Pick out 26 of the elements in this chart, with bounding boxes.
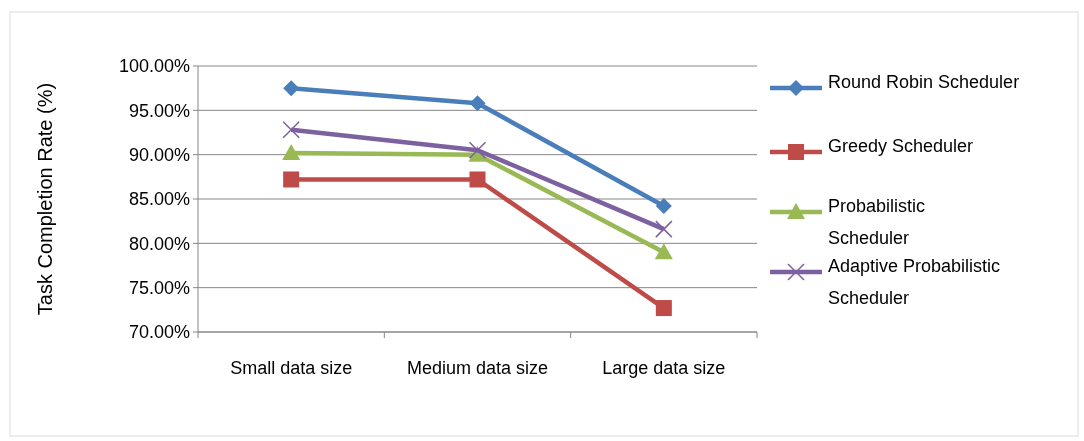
point: [283, 80, 300, 97]
y-tick-label: 100.00%: [118, 56, 190, 77]
y-tick-label: 80.00%: [128, 233, 190, 254]
legend-label: Round Robin Scheduler: [828, 72, 1020, 92]
y-tick-label: 85.00%: [128, 189, 190, 210]
x-tick-label: Large data size: [602, 358, 726, 378]
y-tick-label: 90.00%: [128, 144, 190, 165]
y-tick-label: 75.00%: [128, 277, 190, 298]
point: [468, 141, 487, 159]
point: [283, 171, 300, 188]
point: [469, 95, 486, 112]
point: [655, 220, 673, 238]
y-tick-label: 95.00%: [128, 100, 190, 121]
point: [655, 198, 672, 215]
y-axis-title: Task Completion Rate (%): [34, 82, 56, 316]
point: [469, 171, 486, 188]
point: [282, 143, 301, 160]
legend-label: Adaptive Probabilistic Scheduler: [828, 256, 1001, 308]
point: [654, 243, 673, 260]
x-tick-label: Small data size: [230, 358, 353, 378]
point: [282, 121, 300, 139]
x-tick-label: Medium data size: [406, 358, 549, 378]
legend-label: Greedy Scheduler: [828, 136, 974, 156]
legend-label: Probabilistic Scheduler: [828, 196, 926, 248]
point: [655, 300, 672, 317]
y-tick-label: 70.00%: [128, 322, 190, 343]
